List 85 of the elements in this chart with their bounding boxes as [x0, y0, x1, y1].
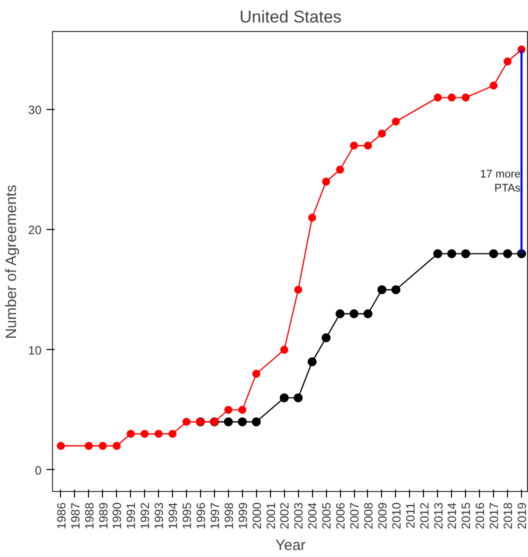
point — [224, 406, 232, 414]
point — [490, 82, 498, 90]
x-tick-label: 2004 — [306, 502, 320, 530]
point — [56, 442, 65, 450]
x-tick-label: 2018 — [501, 502, 516, 530]
annotation: 17 more PTAs — [480, 168, 521, 195]
point — [308, 214, 316, 222]
x-tick-label: 2000 — [250, 502, 264, 530]
x-tick-label: 2016 — [473, 502, 488, 530]
point — [392, 118, 400, 126]
point — [434, 94, 442, 102]
point — [280, 346, 288, 354]
x-tick-label: 1999 — [236, 502, 250, 530]
y-axis-title: Number of Agreements — [3, 184, 20, 340]
point — [140, 430, 149, 438]
chart-title: United States — [239, 8, 342, 26]
y-tick-label: 30 — [28, 103, 42, 118]
x-tick-label: 1987 — [68, 502, 82, 530]
point — [98, 442, 107, 450]
point — [112, 442, 121, 450]
x-tick-label: 2015 — [459, 502, 474, 530]
x-tick-label: 1995 — [180, 502, 194, 530]
x-tick-label: 2010 — [389, 502, 404, 530]
x-tick-label: 1991 — [124, 502, 138, 530]
x-tick-label: 2003 — [292, 502, 306, 530]
x-axis-title: Year — [275, 537, 306, 554]
x-tick-label: 1986 — [54, 502, 68, 530]
x-tick-label: 2011 — [403, 502, 418, 528]
point — [308, 357, 317, 366]
x-tick-label: 2013 — [431, 502, 446, 530]
x-tick-label: 1993 — [152, 502, 166, 530]
point — [350, 142, 358, 150]
point — [504, 58, 512, 66]
point — [238, 417, 247, 426]
point — [224, 417, 233, 426]
x-tick-label: 2001 — [264, 502, 278, 530]
point — [447, 249, 456, 258]
x-tick-label: 1989 — [96, 502, 110, 530]
y-tick-label: 10 — [28, 343, 42, 358]
point — [336, 309, 345, 318]
point — [448, 94, 456, 102]
x-tick-label: 2002 — [278, 502, 292, 530]
point — [489, 249, 498, 258]
point — [503, 249, 512, 258]
point — [168, 430, 177, 438]
x-tick-label: 1990 — [110, 502, 124, 530]
point — [154, 430, 163, 438]
x-tick-label: 1988 — [82, 502, 96, 530]
x-tick-label: 1992 — [138, 502, 152, 530]
point — [84, 442, 93, 450]
y-tick-label: 20 — [28, 223, 42, 238]
point — [280, 393, 289, 402]
point — [252, 370, 260, 378]
x-tick-label: 2014 — [445, 502, 460, 530]
x-tick-label: 1994 — [166, 502, 180, 530]
x-tick-label: 2006 — [334, 502, 348, 530]
point — [364, 142, 372, 150]
x-tick-label: 2019 — [515, 502, 528, 530]
point — [461, 249, 470, 258]
point — [182, 418, 191, 426]
point — [126, 430, 135, 438]
point — [238, 406, 246, 414]
point — [363, 309, 372, 318]
x-tick-label: 2008 — [361, 502, 376, 530]
point — [462, 94, 470, 102]
point — [322, 178, 330, 186]
x-tick-label: 2007 — [348, 502, 362, 530]
x-tick-label: 2009 — [375, 502, 390, 530]
x-tick-label: 2005 — [320, 502, 334, 530]
x-tick-label: 1997 — [208, 502, 222, 530]
point — [350, 309, 359, 318]
point — [294, 393, 303, 402]
x-tick-label: 1998 — [222, 502, 236, 530]
x-tick-label: 1996 — [194, 502, 208, 530]
point — [294, 286, 302, 294]
point — [322, 333, 331, 342]
point — [378, 130, 386, 138]
point — [377, 285, 386, 294]
x-tick-label: 2012 — [417, 502, 432, 530]
point — [391, 285, 400, 294]
point — [433, 249, 442, 258]
y-tick-label: 0 — [34, 463, 42, 478]
point — [336, 166, 344, 174]
x-tick-label: 2017 — [487, 502, 502, 530]
point — [252, 417, 261, 426]
